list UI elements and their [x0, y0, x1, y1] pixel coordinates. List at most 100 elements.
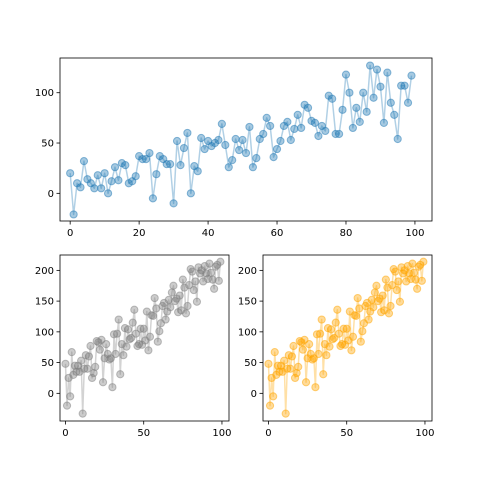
- data-point: [379, 118, 389, 128]
- data-point: [98, 378, 108, 387]
- data-point: [217, 119, 226, 129]
- data-point: [141, 155, 151, 164]
- data-point: [376, 82, 385, 91]
- data-point: [172, 136, 182, 146]
- x-tick-label: 0: [67, 228, 73, 239]
- chart-panel-bottom-left: 0 50 100 0 50 100 150 200: [35, 254, 232, 439]
- y-tick-label: 150: [238, 297, 257, 308]
- data-point: [303, 103, 313, 112]
- y-tick-label: 100: [238, 327, 257, 338]
- data-point: [319, 370, 328, 379]
- axes-frame: [59, 57, 433, 222]
- data-point: [358, 327, 367, 336]
- data-point: [111, 349, 120, 359]
- data-point: [131, 172, 140, 181]
- chart-panel-bottom-right: 0 50 100 0 50 100 150 200: [238, 254, 435, 439]
- axes-frame: [262, 254, 433, 422]
- data-point: [352, 103, 361, 112]
- data-point: [341, 70, 351, 79]
- data-point: [93, 171, 102, 180]
- data-point: [359, 88, 368, 97]
- data-point: [419, 257, 428, 266]
- data-point: [334, 129, 344, 139]
- data-point: [153, 337, 162, 346]
- data-point: [155, 327, 164, 336]
- data-point: [145, 332, 155, 341]
- data-point: [393, 134, 402, 144]
- data-point: [139, 324, 148, 333]
- data-point: [407, 71, 416, 80]
- series-line: [267, 261, 425, 415]
- data-point: [342, 324, 351, 333]
- x-tick-label: 100: [212, 428, 231, 439]
- data-point: [214, 135, 223, 145]
- data-point: [347, 346, 356, 355]
- data-point: [383, 68, 392, 77]
- data-point: [264, 359, 273, 368]
- data-point: [333, 305, 342, 314]
- data-point: [372, 65, 382, 74]
- data-point: [79, 157, 89, 166]
- data-point: [259, 129, 268, 139]
- data-point: [150, 293, 159, 303]
- data-point: [192, 297, 202, 306]
- data-point: [417, 276, 426, 285]
- data-point: [391, 267, 400, 276]
- data-point: [144, 346, 153, 355]
- data-point: [90, 184, 99, 193]
- data-point: [272, 144, 282, 154]
- data-point: [320, 340, 329, 349]
- data-point: [231, 134, 240, 144]
- data-point: [383, 283, 392, 292]
- data-point: [356, 337, 365, 346]
- y-tick-label: 0: [251, 389, 257, 400]
- data-point: [321, 126, 330, 136]
- data-point: [130, 305, 139, 314]
- data-point: [161, 315, 170, 324]
- data-point: [62, 401, 72, 410]
- data-point: [392, 285, 401, 295]
- data-point: [386, 98, 395, 107]
- data-point: [310, 118, 320, 128]
- data-point: [248, 163, 257, 172]
- data-point: [100, 169, 109, 178]
- data-point: [286, 364, 295, 373]
- data-point: [148, 194, 158, 203]
- data-point: [221, 140, 230, 150]
- data-point: [326, 325, 336, 334]
- data-point: [235, 145, 244, 155]
- data-point: [180, 283, 189, 292]
- data-point: [116, 370, 125, 379]
- data-point: [290, 124, 299, 134]
- data-point: [316, 329, 325, 338]
- data-point: [224, 163, 233, 172]
- data-point: [183, 128, 192, 138]
- data-point: [128, 318, 137, 327]
- data-point: [322, 351, 331, 360]
- x-tick-label: 0: [62, 428, 68, 439]
- data-point: [280, 356, 289, 365]
- data-point: [409, 268, 419, 277]
- data-point: [86, 341, 95, 351]
- data-point: [200, 144, 209, 154]
- x-tick-label: 100: [405, 228, 424, 239]
- data-point: [238, 135, 247, 145]
- data-point: [206, 268, 216, 277]
- data-point: [228, 156, 237, 165]
- x-tick-label: 40: [202, 228, 215, 239]
- data-point: [362, 107, 371, 116]
- data-point: [107, 177, 116, 186]
- data-point: [269, 392, 278, 401]
- data-point: [103, 189, 113, 198]
- data-point: [186, 189, 195, 198]
- data-point: [364, 315, 373, 324]
- data-point: [305, 340, 314, 349]
- data-point: [314, 131, 323, 141]
- data-point: [61, 359, 70, 368]
- data-point: [78, 409, 87, 418]
- data-point: [189, 285, 198, 295]
- axes-frame: [59, 254, 230, 422]
- data-point: [197, 133, 206, 143]
- data-point: [214, 276, 223, 285]
- data-point: [293, 110, 302, 119]
